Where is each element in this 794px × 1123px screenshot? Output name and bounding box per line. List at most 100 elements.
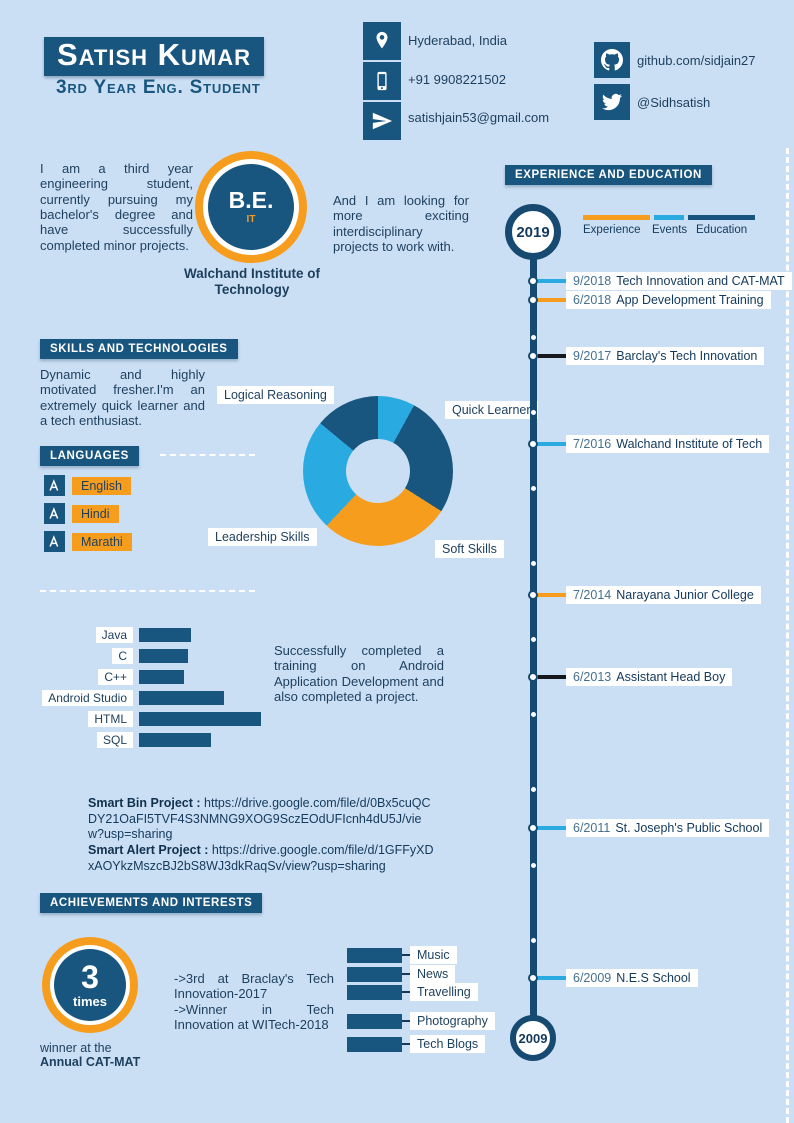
interest-bar xyxy=(347,947,402,963)
timeline-item: 6/2013 Assistant Head Boy xyxy=(528,667,733,687)
timeline-label: 7/2016 Walchand Institute of Tech xyxy=(566,435,770,453)
timeline-item: 9/2017 Barclay's Tech Innovation xyxy=(528,346,765,366)
timeline-tick xyxy=(538,354,566,358)
person-subtitle: 3rd Year Eng. Student xyxy=(56,77,261,98)
github-icon xyxy=(594,42,630,78)
timeline-dot xyxy=(528,276,538,286)
timeline-date: 7/2016 xyxy=(573,437,612,451)
interest-label: Travelling xyxy=(410,983,478,1001)
timeline-year-dot xyxy=(530,711,537,718)
tech-bar xyxy=(139,732,211,747)
timeline-tick xyxy=(538,976,566,980)
skills-description: Dynamic and highly motivated fresher.I'm… xyxy=(40,367,205,428)
timeline-year-dot xyxy=(530,636,537,643)
legend-label-events: Events xyxy=(652,224,688,236)
timeline-label: 6/2018 App Development Training xyxy=(566,291,771,309)
timeline-dot xyxy=(528,351,538,361)
project-url[interactable]: https://drive.google.com/file/d/0Bx5cuQC… xyxy=(88,796,431,842)
social-twitter-handle[interactable]: @Sidhsatish xyxy=(637,95,711,110)
timeline-year-dot xyxy=(530,409,537,416)
achievements-section-heading: ACHIEVEMENTS AND INTERESTS xyxy=(40,893,263,913)
timeline-item: 9/2018 Tech Innovation and CAT-MAT xyxy=(528,271,792,291)
timeline-tick xyxy=(538,826,566,830)
interest-connector xyxy=(402,1043,410,1045)
legend-swatch xyxy=(583,215,650,220)
achievement-caption: winner at the Annual CAT-MAT xyxy=(40,1041,170,1069)
timeline-year-dot xyxy=(530,786,537,793)
tech-bar-row: SQL xyxy=(0,731,211,748)
interest-label: Music xyxy=(410,946,457,964)
timeline-tick xyxy=(538,298,566,302)
interest-row: News xyxy=(347,965,456,983)
degree-badge: B.E. IT xyxy=(195,151,307,263)
tech-bar xyxy=(139,669,184,684)
timeline-dot xyxy=(528,823,538,833)
timeline-section-heading: EXPERIENCE AND EDUCATION xyxy=(505,165,712,185)
timeline-label: 6/2009 N.E.S School xyxy=(566,969,698,987)
interest-connector xyxy=(402,991,410,993)
timeline-label: 6/2011 St. Joseph's Public School xyxy=(566,819,770,837)
interest-label: Photography xyxy=(410,1012,495,1030)
tech-bar-label: HTML xyxy=(88,710,133,727)
timeline-dot xyxy=(528,672,538,682)
timeline-year-dot xyxy=(530,485,537,492)
about-outro: And I am looking for more exciting inter… xyxy=(333,193,469,254)
skills-section-heading: SKILLS AND TECHNOLOGIES xyxy=(40,339,238,359)
achievement-count: 3 xyxy=(81,959,99,995)
mobile-phone-icon xyxy=(363,62,401,100)
timeline-item: 6/2018 App Development Training xyxy=(528,290,771,310)
donut-label-logical-reasoning: Logical Reasoning xyxy=(217,386,334,404)
tech-bar-row: Android Studio xyxy=(0,689,224,706)
timeline-dot xyxy=(528,439,538,449)
name-banner: Satish Kumar xyxy=(44,37,265,76)
tech-bar xyxy=(139,690,224,705)
language-row: English xyxy=(44,475,131,496)
interest-connector xyxy=(402,1020,410,1022)
timeline-title: Walchand Institute of Tech xyxy=(616,437,763,451)
timeline-start-year: 2019 xyxy=(505,204,561,260)
interest-bar xyxy=(347,966,402,982)
tech-bar-row: HTML xyxy=(0,710,261,727)
tech-bar-row: C++ xyxy=(0,668,184,685)
project-label: Smart Alert Project : xyxy=(88,842,209,857)
timeline-date: 7/2014 xyxy=(573,588,612,602)
language-icon xyxy=(44,475,65,496)
timeline-title: St. Joseph's Public School xyxy=(615,821,763,835)
tech-bar-label: SQL xyxy=(96,731,133,748)
location-pin-icon xyxy=(363,22,401,60)
dashed-divider-vertical xyxy=(786,148,789,1123)
project-url[interactable]: https://drive.google.com/file/d/1GFFyXDx… xyxy=(88,842,434,873)
achievement-badge: 3 times xyxy=(42,937,138,1033)
contact-phone[interactable]: +91 9908221502 xyxy=(408,72,506,87)
timeline-date: 6/2009 xyxy=(573,971,612,985)
timeline-title: N.E.S School xyxy=(616,971,691,985)
interest-row: Photography xyxy=(347,1012,495,1030)
interest-row: Music xyxy=(347,946,457,964)
timeline-dot xyxy=(528,973,538,983)
tech-bar xyxy=(139,627,191,642)
interest-bar xyxy=(347,1036,402,1052)
timeline-dot xyxy=(528,295,538,305)
timeline-year-dot xyxy=(530,560,537,567)
language-icon xyxy=(44,531,65,552)
achievement-caption-line1: winner at the xyxy=(40,1041,112,1055)
degree-name: B.E. xyxy=(228,187,274,213)
timeline-year-dot xyxy=(530,862,537,869)
social-github-handle[interactable]: github.com/sidjain27 xyxy=(637,53,756,68)
timeline-label: 9/2018 Tech Innovation and CAT-MAT xyxy=(566,272,792,290)
timeline-tick xyxy=(538,442,566,446)
interest-connector xyxy=(402,954,410,956)
achievement-bullets: ->3rd at Braclay's Tech Innovation-2017 … xyxy=(174,971,334,1032)
twitter-icon xyxy=(594,84,630,120)
donut-label-leadership-skills: Leadership Skills xyxy=(208,528,317,546)
language-icon xyxy=(44,503,65,524)
timeline-title: App Development Training xyxy=(616,293,764,307)
project-label: Smart Bin Project : xyxy=(88,796,201,810)
interest-bar xyxy=(347,984,402,1000)
achievement-bullet: ->3rd at Braclay's Tech Innovation-2017 xyxy=(174,971,334,1002)
person-name: Satish Kumar xyxy=(57,37,252,72)
contact-email[interactable]: satishjain53@gmail.com xyxy=(408,110,550,125)
dashed-divider xyxy=(40,590,255,592)
language-label: Hindi xyxy=(72,504,119,523)
